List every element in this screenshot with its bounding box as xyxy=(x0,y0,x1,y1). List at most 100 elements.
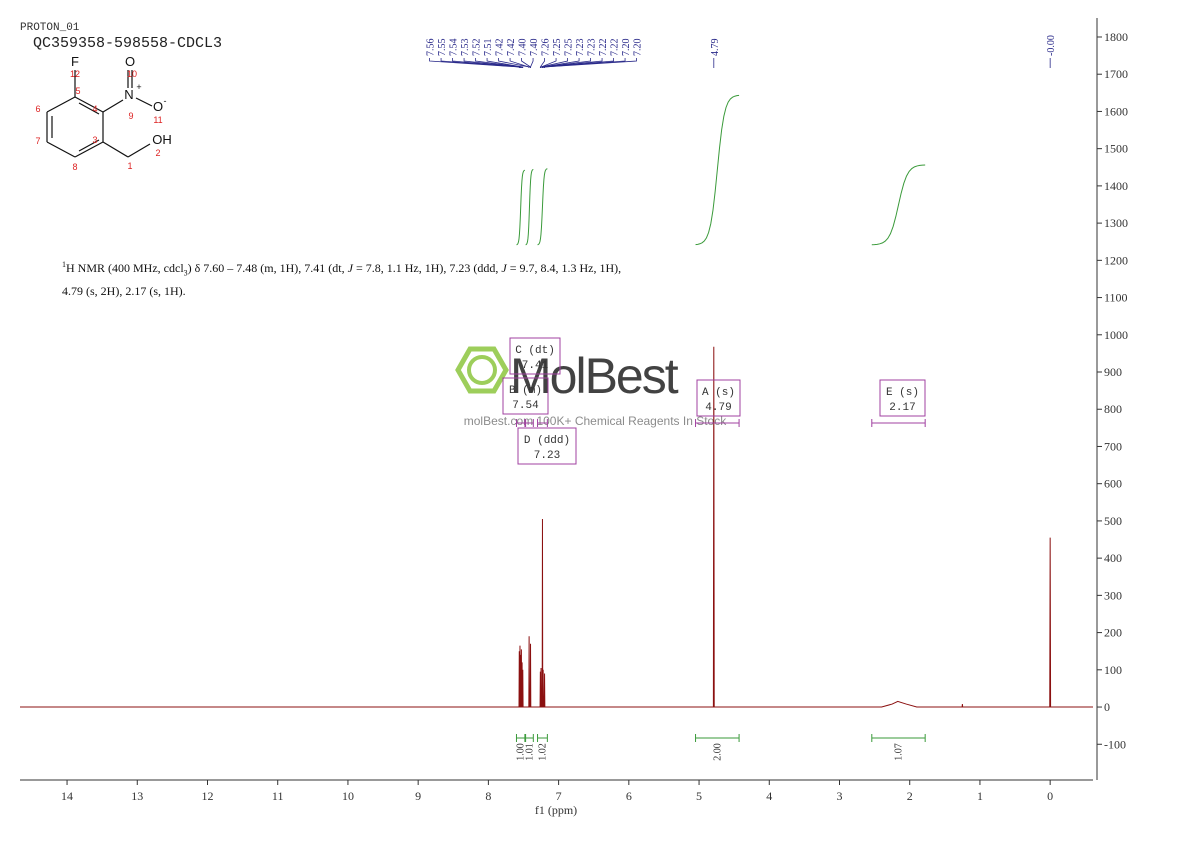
integral-bracket xyxy=(871,734,926,742)
atom-number: 1 xyxy=(127,161,132,171)
peak-connector xyxy=(509,58,530,68)
desc-part: 3 xyxy=(183,268,188,278)
bond xyxy=(127,143,151,158)
multiplet-shift: 7.41 xyxy=(522,360,549,372)
y-tick-label: 900 xyxy=(1104,365,1122,379)
desc-part: J xyxy=(501,261,507,275)
watermark: MolBest molBest.com 100K+ Chemical Reagen… xyxy=(455,346,727,428)
multiplet-shift: 7.23 xyxy=(534,450,560,462)
integral-bracket xyxy=(537,734,548,742)
peak-label: 7.22 xyxy=(598,39,609,57)
y-tick-label: 400 xyxy=(1104,551,1122,565)
x-tick-label: 4 xyxy=(766,789,772,803)
multiplet-range xyxy=(871,419,926,427)
atom-number: 2 xyxy=(155,148,160,158)
y-tick-label: 100 xyxy=(1104,663,1122,677)
multiplet-shift: 7.54 xyxy=(512,400,539,412)
peak-connector xyxy=(475,58,523,68)
peak-label: 7.40 xyxy=(518,39,529,57)
multiplet-range xyxy=(695,419,740,427)
multiplet-box xyxy=(509,337,561,375)
y-tick-label: 1300 xyxy=(1104,216,1128,230)
x-tick-label: 13 xyxy=(131,789,143,803)
y-tick-label: 500 xyxy=(1104,514,1122,528)
peak-label: 7.54 xyxy=(449,39,460,57)
integral-label: 1.01 xyxy=(524,743,535,761)
y-tick-label: 1800 xyxy=(1104,30,1128,44)
atom-number: 4 xyxy=(92,104,97,114)
peak-label: -0.00 xyxy=(1046,35,1057,56)
y-tick-label: 300 xyxy=(1104,588,1122,602)
integral-bracket xyxy=(695,734,740,742)
x-tick-label: 12 xyxy=(201,789,213,803)
x-tick-label: 3 xyxy=(836,789,842,803)
logo xyxy=(467,355,497,385)
multiplet-range xyxy=(515,419,526,427)
atom-label: O xyxy=(153,99,163,114)
charge: - xyxy=(164,96,167,106)
integral-curve xyxy=(516,169,526,246)
bond xyxy=(102,99,124,113)
bond xyxy=(74,141,104,158)
multiplet-box xyxy=(696,379,741,417)
y-tick-label: 1600 xyxy=(1104,104,1128,118)
y-tick-label: 1500 xyxy=(1104,142,1128,156)
peak-connector xyxy=(452,58,522,68)
integral-label: 2.00 xyxy=(712,743,723,761)
y-tick-label: 1400 xyxy=(1104,179,1128,193)
integral-curve xyxy=(525,168,534,246)
bond xyxy=(135,97,153,107)
peak-label: 7.20 xyxy=(633,39,644,57)
peak-connector xyxy=(540,58,568,68)
atom-label: F xyxy=(71,54,79,69)
bond xyxy=(78,139,100,152)
bond xyxy=(102,141,129,158)
peak-connector xyxy=(429,58,520,68)
bond xyxy=(46,96,76,113)
atom-number: 5 xyxy=(75,86,80,96)
peak-label: 7.42 xyxy=(495,39,506,57)
molecule xyxy=(46,70,153,158)
peak-connector xyxy=(542,58,614,68)
nmr-description: 1H NMR (400 MHz, cdcl3) δ 7.60 – 7.48 (m… xyxy=(62,256,622,300)
peak-label: 7.25 xyxy=(552,39,563,57)
integral-label: 1.07 xyxy=(893,743,904,761)
peak-label: 7.52 xyxy=(472,39,483,57)
integral-curve xyxy=(695,94,740,246)
peak-label: 7.42 xyxy=(506,39,517,57)
peak-label: 7.20 xyxy=(621,39,632,57)
y-tick-label: 1700 xyxy=(1104,67,1128,81)
x-tick-label: 14 xyxy=(61,789,73,803)
atom-number: 11 xyxy=(153,115,162,125)
desc-part: H NMR (400 MHz, cdcl xyxy=(66,261,184,275)
atom-number: 9 xyxy=(128,111,133,121)
peak-label: 7.53 xyxy=(460,39,471,57)
integral-bracket xyxy=(525,734,534,742)
peak-connector xyxy=(486,58,524,68)
integral-label: 1.02 xyxy=(537,743,548,761)
x-tick-label: 8 xyxy=(485,789,491,803)
desc-part: = 9.7, 8.4, 1.3 Hz, 1H), 4.79 (s, 2H), 2… xyxy=(62,261,622,299)
peak-label: 7.25 xyxy=(564,39,575,57)
y-tick-label: -100 xyxy=(1104,737,1126,751)
desc-part: = 7.8, 1.1 Hz, 1H), 7.23 (ddd, xyxy=(352,261,502,275)
x-axis-label: f1 (ppm) xyxy=(535,803,577,817)
integral-label: 1.00 xyxy=(516,743,527,761)
peak-label: 7.23 xyxy=(575,39,586,57)
atom-number: 8 xyxy=(72,162,77,172)
atom-number: 12 xyxy=(70,69,80,79)
peak-label: 7.26 xyxy=(541,39,552,57)
peak-connector xyxy=(530,58,534,68)
multiplet-range xyxy=(537,419,548,427)
integral-curve xyxy=(537,168,548,246)
y-tick-label: 800 xyxy=(1104,402,1122,416)
bond xyxy=(74,96,104,113)
x-tick-label: 1 xyxy=(977,789,983,803)
peak-label: 7.22 xyxy=(610,39,621,57)
peak-connector xyxy=(440,58,521,68)
atom-number: 7 xyxy=(35,136,40,146)
desc-part: J xyxy=(347,261,353,275)
watermark-brand: MolBest xyxy=(510,348,679,404)
peak-connector xyxy=(542,58,591,68)
x-tick-label: 7 xyxy=(556,789,562,803)
